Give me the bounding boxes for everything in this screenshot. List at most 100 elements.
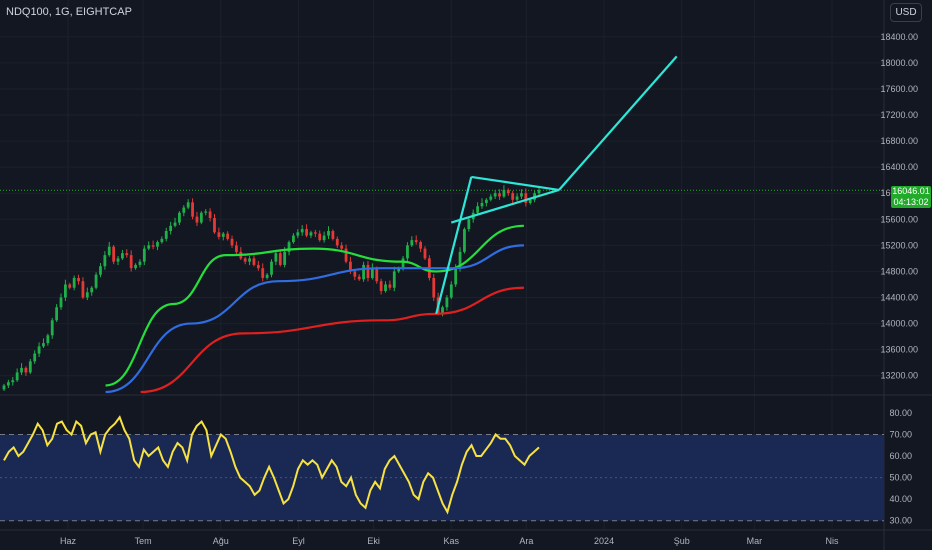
rsi-tick-label: 50.00 <box>889 473 912 483</box>
rsi-line <box>3 415 540 515</box>
y-tick-label: 17200.00 <box>880 110 918 120</box>
moving-average-2 <box>105 244 524 394</box>
candle-body <box>186 202 190 208</box>
candle-body <box>63 284 67 298</box>
candle-body <box>226 233 230 239</box>
y-tick-label: 16800.00 <box>880 136 918 146</box>
bar-countdown: 04:13:02 <box>893 197 929 207</box>
candle-body <box>484 199 488 203</box>
candle-body <box>287 242 291 252</box>
candle-body <box>441 307 444 314</box>
x-tick-label: Mar <box>747 536 763 546</box>
candle-body <box>11 380 15 383</box>
candle-body <box>458 251 462 269</box>
x-tick-label: Eki <box>367 536 380 546</box>
candle-body <box>103 255 107 267</box>
candle-body <box>410 240 414 246</box>
candle-body <box>528 199 532 203</box>
y-tick-label: 13200.00 <box>880 371 918 381</box>
candle-body <box>524 193 528 203</box>
y-tick-label: 14000.00 <box>880 319 918 329</box>
candle-body <box>270 261 273 275</box>
candle-body <box>362 264 365 280</box>
candle-body <box>335 238 339 246</box>
candle-body <box>160 238 164 243</box>
candle-body <box>261 268 265 278</box>
candle-body <box>353 271 357 277</box>
candle-body <box>221 233 225 237</box>
candle-body <box>502 189 506 197</box>
x-tick-label: 2024 <box>594 536 614 546</box>
candle-body <box>81 281 85 298</box>
candle-body <box>24 367 28 373</box>
candle-body <box>256 264 260 269</box>
x-tick-label: Eyl <box>292 536 305 546</box>
candle-body <box>85 292 89 298</box>
candle-body <box>208 211 212 218</box>
rsi-tick-label: 60.00 <box>889 451 912 461</box>
candle-body <box>318 233 322 241</box>
candle-body <box>138 261 142 265</box>
candle-body <box>274 253 278 262</box>
candle-body <box>292 235 295 243</box>
candle-body <box>463 229 466 252</box>
candle-body <box>134 264 137 269</box>
moving-average-1 <box>105 224 524 387</box>
symbol-title[interactable]: NDQ100, 1G, EIGHTCAP <box>6 6 132 18</box>
currency-button[interactable]: USD <box>890 3 922 22</box>
candle-body <box>151 245 155 247</box>
candle-body <box>2 385 6 390</box>
candle-body <box>467 219 471 230</box>
candle-body <box>493 193 497 197</box>
candle-body <box>397 268 401 272</box>
candle-body <box>419 242 422 249</box>
y-tick-label: 15200.00 <box>880 240 918 250</box>
candle-body <box>72 277 76 288</box>
candle-body <box>147 245 151 249</box>
candle-body <box>327 231 330 236</box>
candle-body <box>379 281 383 291</box>
x-tick-label: Tem <box>135 536 152 546</box>
candle-body <box>265 274 269 278</box>
candle-body <box>278 253 282 265</box>
candle-body <box>195 216 199 223</box>
candle-body <box>252 258 256 265</box>
y-tick-label: 14800.00 <box>880 266 918 276</box>
candle-body <box>164 231 168 239</box>
candle-body <box>248 258 251 262</box>
candle-body <box>15 372 19 381</box>
candle-body <box>129 255 133 269</box>
candle-body <box>121 253 124 259</box>
candle-body <box>37 346 41 354</box>
candle-body <box>169 225 173 232</box>
candle-body <box>515 196 519 200</box>
candle-body <box>77 277 80 282</box>
candle-body <box>213 217 216 233</box>
x-tick-label: Haz <box>60 536 77 546</box>
candle-body <box>476 206 480 213</box>
candle-body <box>20 367 23 373</box>
candle-body <box>349 261 352 272</box>
drawing-target <box>558 55 678 191</box>
candle-body <box>480 203 484 207</box>
candle-body <box>142 248 146 262</box>
candle-body <box>90 287 94 293</box>
candle-body <box>340 245 344 249</box>
candle-body <box>511 193 515 200</box>
rsi-tick-label: 80.00 <box>889 408 912 418</box>
candle-body <box>99 266 102 275</box>
last-price-tag: 16046.01 04:13:02 <box>891 186 931 208</box>
candle-body <box>116 258 120 262</box>
y-tick-label: 13600.00 <box>880 345 918 355</box>
candle-body <box>370 268 374 278</box>
candle-body <box>445 297 449 308</box>
candle-body <box>156 242 159 247</box>
moving-average-3 <box>140 286 524 394</box>
candle-body <box>6 382 10 386</box>
candle-body <box>283 251 287 265</box>
candle-body <box>344 248 348 262</box>
candle-body <box>28 361 32 373</box>
candle-body <box>112 246 116 262</box>
last-price: 16046.01 <box>892 186 930 196</box>
